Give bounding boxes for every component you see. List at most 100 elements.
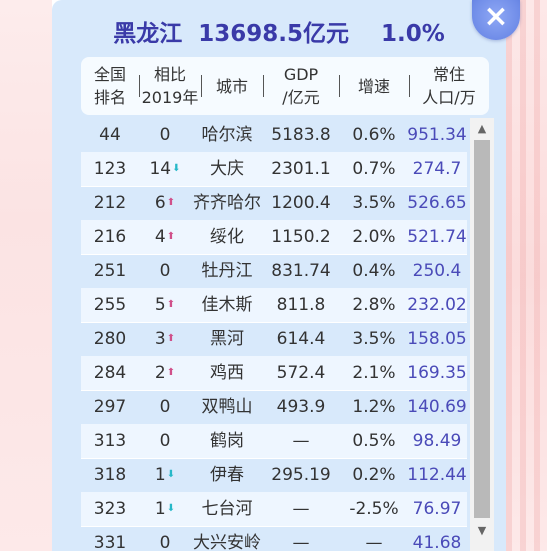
growth-cell-text: 2.8% — [352, 295, 396, 315]
comparison-cell: 0 — [143, 254, 187, 288]
close-icon[interactable]: × — [483, 0, 509, 34]
gdp-cell-text: 572.4 — [276, 363, 326, 383]
growth-cell: 0.4% — [341, 254, 407, 288]
comparison-cell: 14⬇ — [143, 152, 187, 186]
rank-cell-text: 44 — [99, 125, 121, 145]
population-cell: 98.49 — [403, 424, 467, 458]
table-header: 全国 排名 相比 2019年 城市 GDP/亿元 增速 常住 人口/万 — [81, 57, 489, 115]
header-divider — [263, 75, 264, 97]
city-table-body: 44 0 哈尔滨 5183.8 0.6% 951.34 123 14⬇ 大庆 2301.1 0.7%… — [81, 118, 467, 551]
population-cell-text: 250.4 — [412, 261, 462, 281]
table-row: 280 3⬆ 黑河 614.4 3.5% 158.05 — [81, 322, 467, 357]
growth-cell-text: — — [365, 533, 383, 551]
header-population-line2: 人口/万 — [422, 88, 476, 107]
growth-cell-text: 2.0% — [352, 227, 396, 247]
table-row: 123 14⬇ 大庆 2301.1 0.7% 274.7 — [81, 152, 467, 187]
rank-up-arrow-icon: ⬆ — [166, 367, 176, 378]
table-row: 318 1⬇ 伊春 295.19 0.2% 112.44 — [81, 458, 467, 493]
rank-cell-text: 212 — [93, 193, 127, 213]
gdp-cell-text: 831.74 — [271, 261, 331, 281]
rank-cell: 212 — [81, 186, 139, 220]
comparison-cell-text: 1 — [154, 465, 166, 485]
rank-up-arrow-icon: ⬆ — [166, 197, 176, 208]
rank-up-arrow-icon: ⬆ — [166, 231, 176, 242]
header-divider — [339, 75, 340, 97]
gdp-cell-text: — — [292, 533, 310, 551]
city-cell-text: 黑河 — [210, 329, 244, 349]
header-gdp-line2: /亿元 — [282, 88, 320, 107]
rank-cell: 44 — [81, 118, 139, 152]
city-cell-text: 绥化 — [210, 227, 244, 247]
header-population-line1: 常住 — [432, 65, 465, 84]
comparison-cell: 6⬆ — [143, 186, 187, 220]
population-cell-text: 232.02 — [407, 295, 467, 315]
gdp-cell-text: 1200.4 — [271, 193, 331, 213]
rank-cell-text: 318 — [93, 465, 127, 485]
city-cell: 大庆 — [191, 152, 263, 186]
city-cell: 齐齐哈尔 — [191, 186, 263, 220]
city-cell: 鹤岗 — [191, 424, 263, 458]
city-cell: 鸡西 — [191, 356, 263, 390]
rank-cell-text: 331 — [93, 533, 127, 551]
table-row: 323 1⬇ 七台河 — -2.5% 76.97 — [81, 492, 467, 527]
table-row: 44 0 哈尔滨 5183.8 0.6% 951.34 — [81, 118, 467, 153]
comparison-cell-text: 5 — [154, 295, 166, 315]
header-rank-line2: 排名 — [93, 88, 126, 107]
population-cell: 158.05 — [403, 322, 467, 356]
growth-cell: 0.2% — [341, 458, 407, 492]
rank-cell: 318 — [81, 458, 139, 492]
comparison-cell: 0 — [143, 390, 187, 424]
city-cell: 黑河 — [191, 322, 263, 356]
gdp-cell: 811.8 — [261, 288, 341, 322]
population-cell-text: 274.7 — [412, 159, 462, 179]
growth-cell-text: 0.6% — [352, 125, 396, 145]
close-button[interactable]: × — [472, 0, 520, 40]
comparison-cell: 1⬇ — [143, 492, 187, 526]
growth-cell: — — [341, 526, 407, 551]
page-background-left — [0, 0, 52, 551]
rank-down-arrow-icon: ⬇ — [172, 163, 181, 174]
population-cell-text: 951.34 — [407, 125, 467, 145]
rank-cell-text: 323 — [93, 499, 127, 519]
growth-cell-text: 2.1% — [352, 363, 396, 383]
rank-cell: 280 — [81, 322, 139, 356]
rank-up-arrow-icon: ⬆ — [166, 299, 176, 310]
comparison-cell-text: 0 — [159, 431, 171, 451]
scroll-down-arrow-icon[interactable]: ▼ — [477, 524, 487, 537]
table-row: 216 4⬆ 绥化 1150.2 2.0% 521.74 — [81, 220, 467, 255]
population-cell-text: 526.65 — [407, 193, 467, 213]
table-row: 255 5⬆ 佳木斯 811.8 2.8% 232.02 — [81, 288, 467, 323]
scrollbar-thumb[interactable] — [474, 140, 490, 518]
population-cell: 526.65 — [403, 186, 467, 220]
rank-cell: 297 — [81, 390, 139, 424]
growth-cell-text: 0.4% — [352, 261, 396, 281]
scroll-up-arrow-icon[interactable]: ▲ — [477, 122, 487, 135]
growth-cell: 3.5% — [341, 186, 407, 220]
city-cell: 双鸭山 — [191, 390, 263, 424]
rank-cell-text: 123 — [93, 159, 127, 179]
page-background-right — [506, 0, 547, 551]
city-cell: 大兴安岭 — [191, 526, 263, 551]
city-cell-text: 伊春 — [210, 465, 244, 485]
comparison-cell-text: 4 — [154, 227, 166, 247]
header-city: 城市 — [215, 76, 248, 96]
city-cell-text: 双鸭山 — [201, 397, 253, 417]
growth-cell-text: 0.2% — [352, 465, 396, 485]
vertical-scrollbar[interactable]: ▲ ▼ — [470, 118, 494, 551]
growth-cell: 1.2% — [341, 390, 407, 424]
gdp-cell: 295.19 — [261, 458, 341, 492]
city-cell: 伊春 — [191, 458, 263, 492]
comparison-cell: 5⬆ — [143, 288, 187, 322]
growth-cell-text: 3.5% — [352, 193, 396, 213]
gdp-cell: 614.4 — [261, 322, 341, 356]
comparison-cell-text: 0 — [159, 533, 171, 551]
population-cell-text: 169.35 — [407, 363, 467, 383]
city-cell-text: 鹤岗 — [210, 431, 244, 451]
rank-cell: 313 — [81, 424, 139, 458]
population-cell: 112.44 — [403, 458, 467, 492]
growth-cell-text: -2.5% — [349, 499, 399, 519]
rank-cell-text: 284 — [93, 363, 127, 383]
gdp-cell: 1150.2 — [261, 220, 341, 254]
table-row: 251 0 牡丹江 831.74 0.4% 250.4 — [81, 254, 467, 289]
population-cell-text: 158.05 — [407, 329, 467, 349]
